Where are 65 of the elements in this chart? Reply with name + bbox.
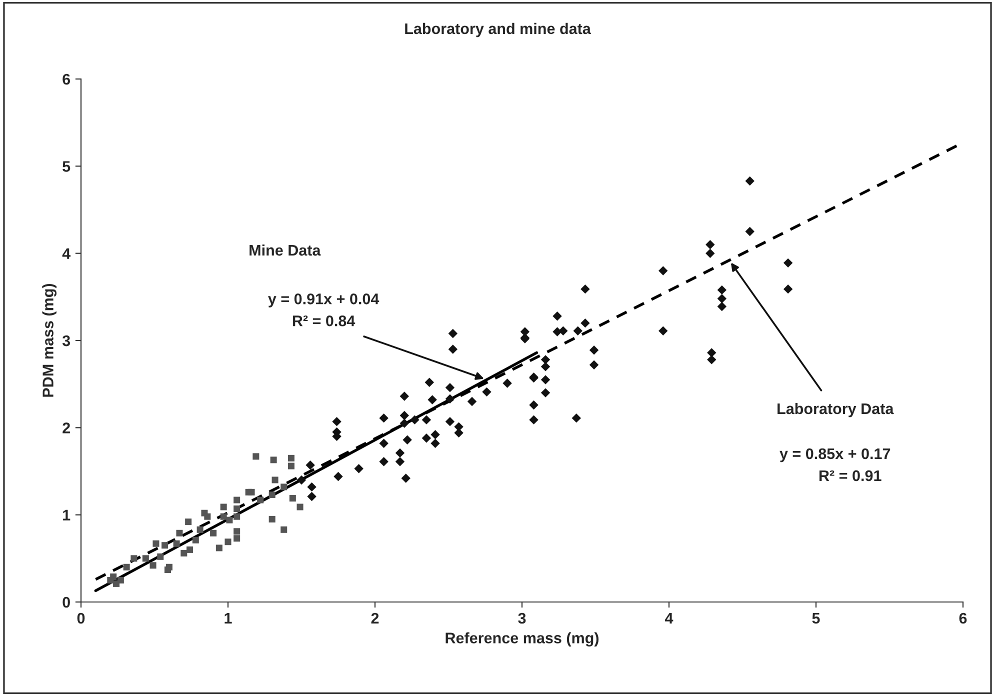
- point: [150, 562, 156, 569]
- point: [130, 555, 138, 562]
- point: [280, 484, 288, 490]
- point: [216, 544, 222, 552]
- x-tick-label: 1: [224, 612, 232, 624]
- point: [162, 542, 168, 549]
- point: [107, 576, 114, 584]
- y-tick-label: 3: [62, 335, 70, 346]
- x-tick-label: 0: [77, 612, 85, 624]
- point: [220, 513, 227, 520]
- point: [152, 540, 160, 547]
- point: [220, 504, 227, 510]
- x-tick-label: 5: [812, 612, 820, 624]
- point: [164, 566, 171, 574]
- point: [272, 476, 278, 484]
- chart-title: Laboratory and mine data: [405, 22, 591, 38]
- y-tick-label: 0: [62, 596, 70, 608]
- point: [142, 555, 149, 562]
- point: [252, 453, 260, 460]
- y-tick-label: 6: [62, 74, 70, 85]
- x-axis-title: Reference mass (mg): [446, 632, 599, 647]
- point: [280, 526, 288, 533]
- point: [248, 488, 255, 496]
- point: [268, 492, 276, 498]
- annotation: R² = 0.91: [819, 470, 882, 482]
- annotation: y = 0.91x + 0.04: [268, 294, 380, 308]
- point: [289, 495, 296, 502]
- point: [234, 513, 240, 520]
- point: [226, 516, 233, 524]
- y-tick-label: 2: [62, 422, 70, 434]
- y-tick-label: 1: [63, 510, 70, 520]
- point: [268, 516, 276, 522]
- point: [288, 462, 294, 470]
- point: [173, 540, 180, 547]
- point: [180, 550, 188, 556]
- point: [288, 454, 294, 462]
- annotation: R² = 0.84: [292, 315, 356, 326]
- point: [113, 580, 120, 587]
- point: [210, 530, 217, 536]
- point: [270, 456, 277, 464]
- point: [192, 536, 199, 544]
- annotation: Laboratory Data: [778, 402, 894, 418]
- y-axis-title: PDM mass (mg): [42, 284, 57, 397]
- annotation: Mine Data: [250, 244, 321, 256]
- point: [296, 504, 304, 510]
- point: [196, 526, 204, 533]
- point: [123, 564, 130, 570]
- y-tick-label: 5: [62, 161, 70, 172]
- point: [224, 538, 232, 546]
- annotation: y = 0.85x + 0.17: [780, 448, 890, 462]
- point: [234, 528, 240, 535]
- y-tick-label: 4: [62, 248, 70, 259]
- x-tick-label: 3: [518, 612, 526, 624]
- point: [204, 513, 211, 520]
- point: [234, 505, 240, 512]
- point: [157, 553, 164, 560]
- point: [234, 496, 240, 504]
- x-tick-label: 6: [959, 612, 967, 624]
- x-tick-label: 2: [371, 612, 379, 624]
- point: [176, 530, 183, 536]
- point: [257, 496, 264, 504]
- x-tick-label: 4: [664, 612, 674, 624]
- point: [234, 535, 240, 542]
- point: [186, 546, 194, 553]
- point: [185, 518, 192, 526]
